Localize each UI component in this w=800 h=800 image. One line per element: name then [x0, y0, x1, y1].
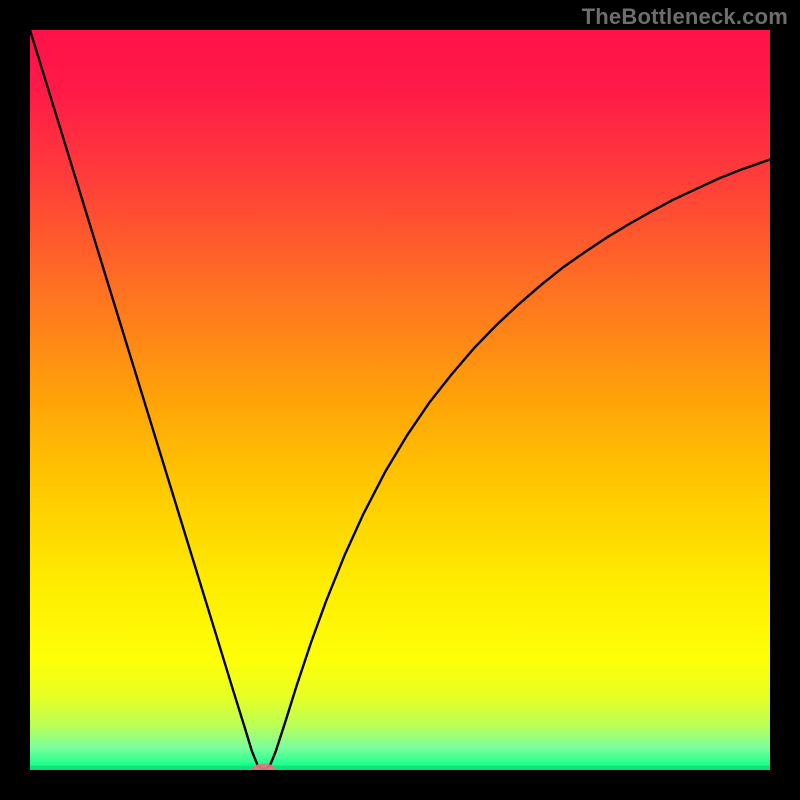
plot-area [30, 30, 770, 770]
chart-frame: TheBottleneck.com [0, 0, 800, 800]
watermark-text: TheBottleneck.com [582, 4, 788, 30]
gradient-background [30, 30, 770, 770]
chart-canvas [30, 30, 770, 770]
bottom-shade [30, 766, 770, 770]
